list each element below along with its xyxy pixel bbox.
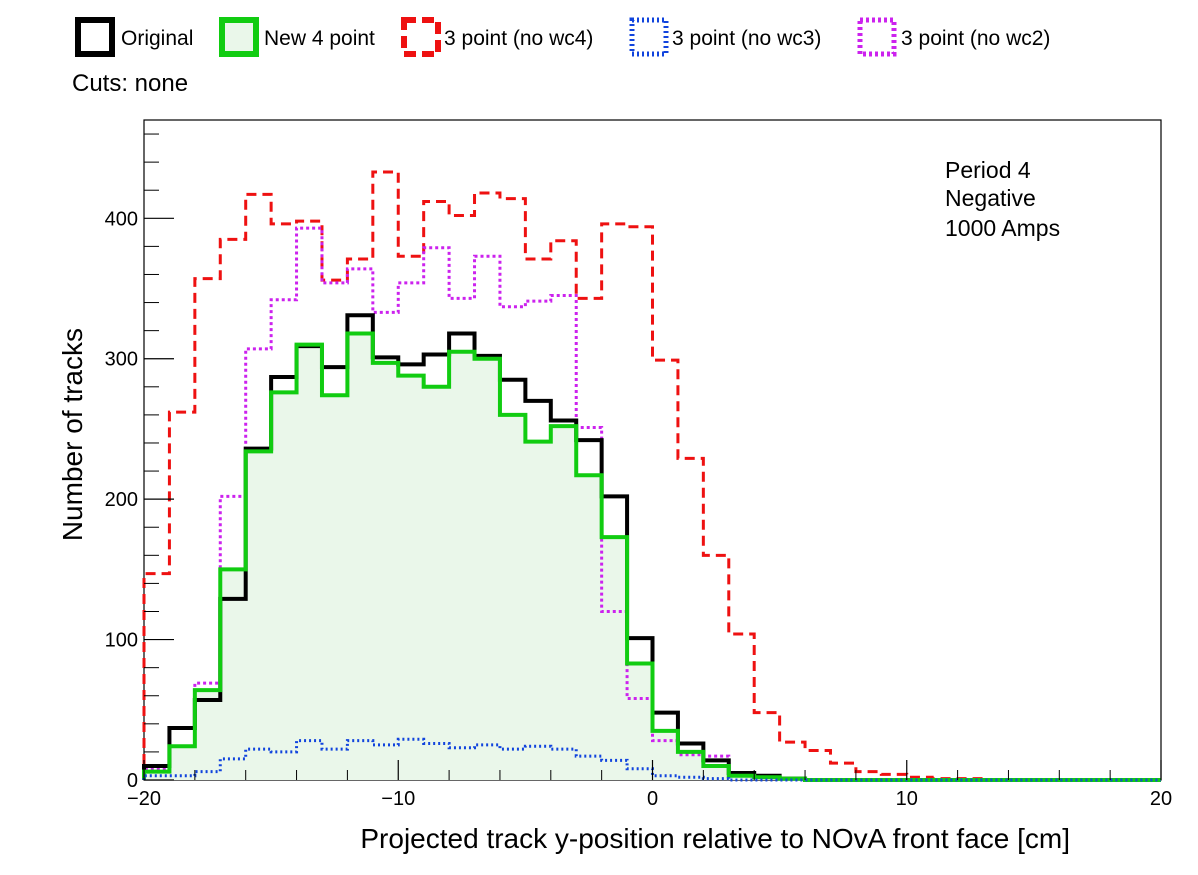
x-tick-label: 10	[896, 788, 918, 810]
y-tick-label: 400	[105, 208, 138, 230]
legend-swatch-original	[75, 17, 115, 57]
legend: Original New 4 point 3 point (no wc4) 3 …	[72, 17, 1050, 97]
y-tick-label: 0	[127, 770, 138, 792]
x-tick-label: −10	[381, 788, 415, 810]
legend-label-no-wc4: 3 point (no wc4)	[444, 27, 593, 50]
series-fill-new-4-point	[144, 333, 1161, 780]
y-axis-title: Number of tracks	[57, 328, 88, 541]
y-tick-label: 200	[105, 489, 138, 511]
legend-label-no-wc3: 3 point (no wc3)	[672, 27, 821, 50]
series-line-3-point-no-wc4	[142, 170, 1161, 782]
axis-layer: 0 100 200 300 400 −20 −10 0 10 20	[105, 133, 1172, 810]
x-axis-title: Projected track y-position relative to N…	[360, 823, 1070, 854]
y-tick-label: 100	[105, 630, 138, 652]
legend-swatch-no-wc3	[629, 17, 669, 57]
legend-swatch-no-wc4	[401, 17, 441, 57]
series-line-3-point-no-wc3	[142, 737, 1161, 782]
x-tick-label: 0	[647, 788, 658, 810]
legend-entry-no-wc4: 3 point (no wc4)	[401, 17, 593, 57]
annotation-period: Period 4	[945, 157, 1031, 183]
legend-swatch-no-wc2	[857, 17, 897, 57]
legend-label-no-wc2: 3 point (no wc2)	[901, 27, 1050, 50]
x-tick-label: −20	[127, 788, 161, 810]
legend-label-new-4-point: New 4 point	[264, 27, 375, 50]
legend-label-original: Original	[121, 27, 193, 50]
legend-swatch-new-4-point	[219, 17, 259, 57]
series-layer	[142, 170, 1161, 782]
legend-entry-new-4-point: New 4 point	[219, 17, 375, 57]
annotation-current: 1000 Amps	[945, 215, 1060, 241]
legend-entry-no-wc2: 3 point (no wc2)	[857, 17, 1050, 57]
cuts-label: Cuts: none	[72, 70, 188, 97]
annotation: Period 4 Negative 1000 Amps	[945, 157, 1060, 241]
legend-entry-no-wc3: 3 point (no wc3)	[629, 17, 821, 57]
y-tick-label: 300	[105, 349, 138, 371]
annotation-polarity: Negative	[945, 185, 1036, 211]
legend-entry-original: Original	[75, 17, 193, 57]
x-tick-label: 20	[1150, 788, 1172, 810]
